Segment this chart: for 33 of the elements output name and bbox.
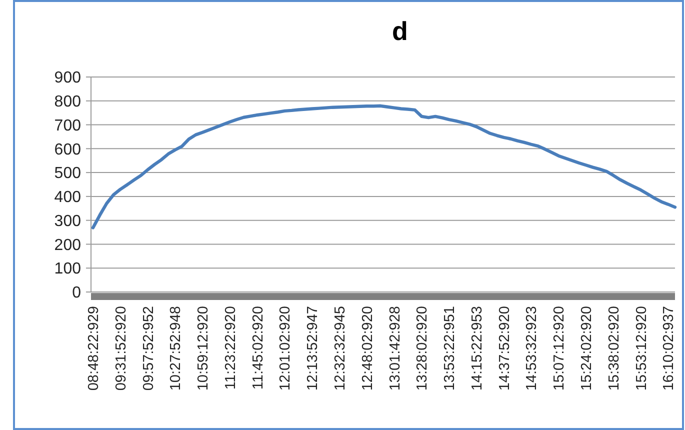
x-tick-label: 15:53:12:920	[634, 306, 650, 391]
x-tick-label: 15:38:02:920	[606, 306, 622, 391]
x-tick-label: 14:37:52:920	[496, 306, 513, 391]
x-tick-label: 13:28:02:920	[414, 306, 431, 391]
x-tick-label: 12:48:02:920	[360, 306, 376, 391]
y-tick-label: 0	[72, 284, 82, 302]
x-tick-label: 13:53:22:951	[442, 306, 458, 391]
y-tick-label: 400	[54, 189, 82, 206]
x-tick-label: 08:48:22:929	[86, 306, 102, 391]
x-tick-label: 16:10:02:937	[661, 306, 678, 391]
y-tick-label: 500	[54, 165, 82, 182]
x-tick-label: 12:13:52:947	[305, 306, 322, 391]
y-tick-label: 900	[54, 70, 82, 87]
x-tick-label: 10:59:12:920	[196, 306, 212, 391]
y-tick-label: 600	[54, 141, 82, 158]
x-tick-label: 12:32:32:945	[332, 306, 348, 391]
x-tick-label: 13:01:42:928	[387, 306, 404, 391]
x-tick-label: 09:57:52:952	[140, 306, 157, 391]
x-tick-label: 11:23:22:920	[222, 306, 239, 390]
y-tick-label: 100	[54, 260, 82, 278]
x-tick-label: 15:07:12:920	[552, 306, 568, 391]
x-tick-label: 12:01:02:920	[278, 306, 294, 391]
y-tick-label: 200	[54, 236, 82, 254]
x-tick-label: 11:45:02:920	[250, 306, 266, 390]
chart-title: d	[392, 16, 408, 46]
x-tick-label: 15:24:02:920	[578, 306, 595, 391]
x-tick-label: 14:53:32:923	[524, 306, 540, 391]
y-tick-label: 800	[54, 93, 82, 110]
x-tick-label: 09:31:52:920	[113, 306, 130, 391]
y-tick-label: 700	[54, 117, 82, 134]
x-tick-label: 14:15:22:953	[469, 306, 486, 391]
x-tick-label: 10:27:52:948	[168, 306, 184, 391]
y-tick-label: 300	[54, 212, 82, 230]
